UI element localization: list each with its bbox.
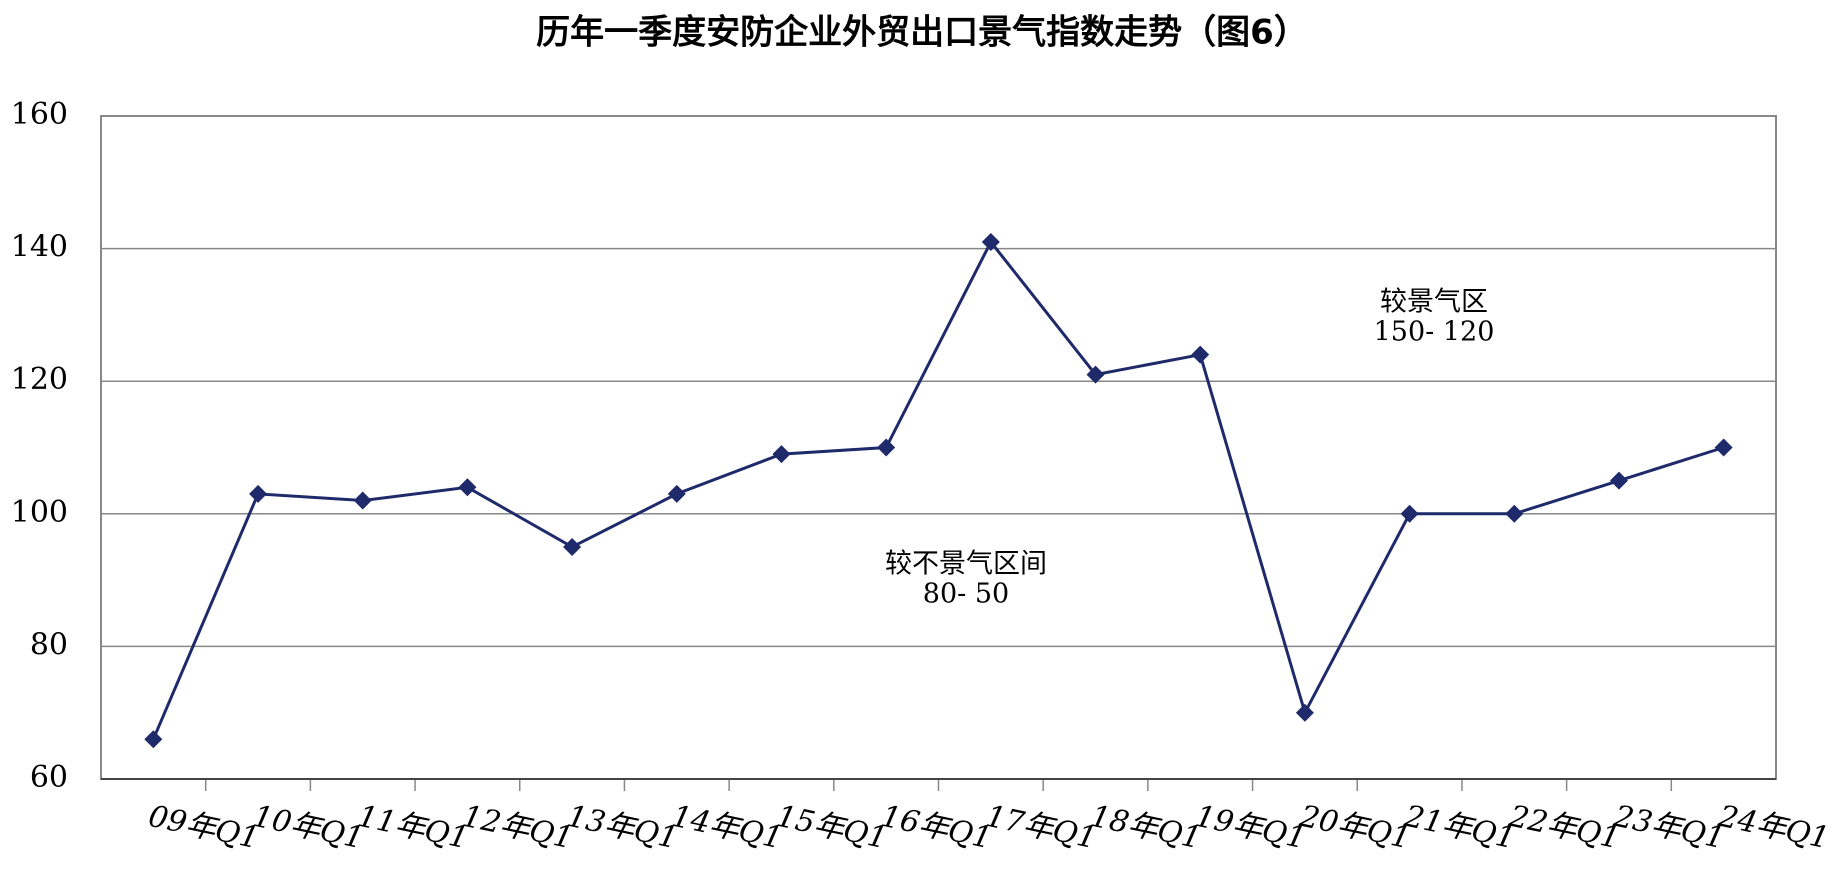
- x-tick-label: 21年Q1: [1401, 799, 1519, 857]
- point-marker: [667, 484, 686, 503]
- point-marker: [1714, 438, 1733, 457]
- point-marker: [877, 438, 896, 457]
- x-tick-label: 18年Q1: [1087, 799, 1204, 856]
- point-marker: [1400, 504, 1419, 523]
- x-tick-label: 11年Q1: [355, 799, 472, 856]
- point-marker: [981, 232, 1000, 251]
- x-tick-label: 13年Q1: [564, 799, 681, 856]
- x-tick-label: 20年Q1: [1296, 799, 1414, 857]
- annotation: 80- 50: [923, 579, 1009, 610]
- plot-frame: [100, 115, 1777, 780]
- point-marker: [144, 730, 163, 749]
- series-line: [151, 239, 1725, 740]
- annotation: 较景气区: [1380, 287, 1488, 318]
- x-tick-label: 24年Q1: [1715, 799, 1833, 857]
- annotation: 150- 120: [1374, 317, 1495, 348]
- point-marker: [1609, 471, 1628, 490]
- point-marker: [353, 491, 372, 510]
- y-tick-label: 80: [30, 627, 68, 662]
- point-marker: [1191, 345, 1210, 364]
- x-tick-label: 23年Q1: [1610, 799, 1728, 857]
- point-marker: [1505, 504, 1524, 523]
- x-tick-label: 14年Q1: [669, 799, 786, 856]
- point-marker: [772, 445, 791, 464]
- chart-title: 历年一季度安防企业外贸出口景气指数走势（图6）: [536, 13, 1308, 53]
- x-tick-label: 22年Q1: [1505, 799, 1623, 857]
- x-tick-label: 19年Q1: [1192, 799, 1309, 856]
- point-marker: [563, 537, 582, 556]
- y-tick-label: 100: [11, 495, 68, 530]
- point-marker: [1295, 703, 1314, 722]
- point-marker: [1086, 365, 1105, 384]
- x-tick-label: 10年Q1: [250, 799, 367, 856]
- x-tick-label: 12年Q1: [459, 799, 576, 856]
- x-tick-label: 16年Q1: [878, 799, 995, 856]
- y-tick-label: 60: [30, 760, 68, 795]
- annotation: 较不景气区间: [885, 549, 1047, 580]
- x-tick-label: 17年Q1: [983, 799, 1100, 856]
- y-tick-label: 160: [11, 97, 68, 132]
- x-tick-label: 15年Q1: [773, 799, 890, 856]
- point-marker: [249, 484, 268, 503]
- point-marker: [458, 478, 477, 497]
- x-tick-label: 09年Q1: [145, 799, 262, 856]
- y-tick-label: 140: [11, 230, 68, 265]
- y-tick-label: 120: [11, 362, 68, 397]
